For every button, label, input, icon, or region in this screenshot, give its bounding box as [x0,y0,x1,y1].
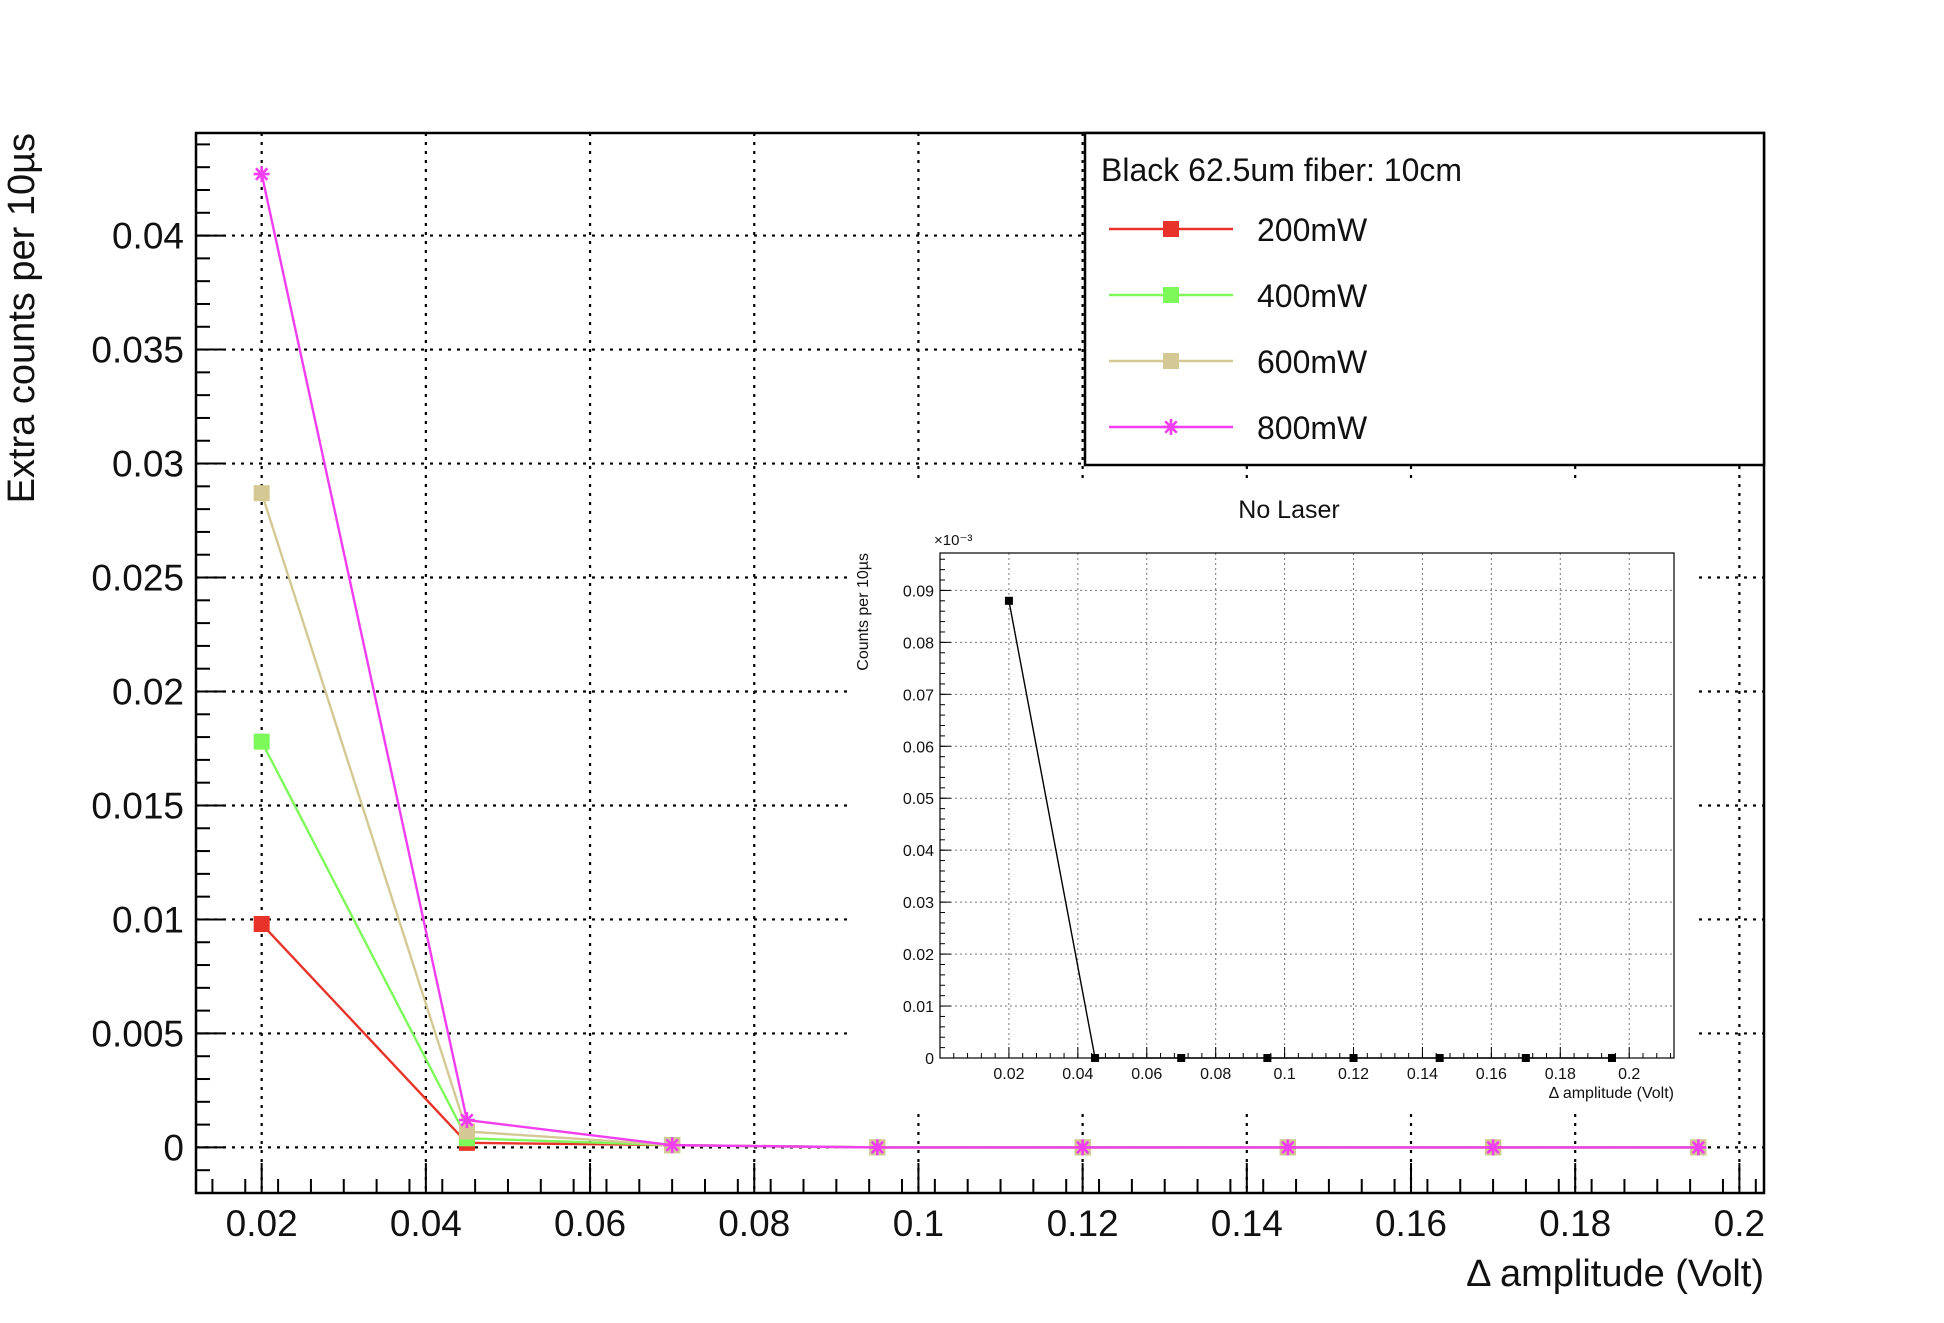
inset-x-tick-label: 0.12 [1338,1066,1369,1083]
marker-stroke [870,1140,885,1155]
legend-marker-200mW [1163,221,1179,237]
inset-x-tick-label: 0.14 [1407,1066,1438,1083]
inset-y-tick-label: 0.04 [903,843,934,860]
data-point-800mW [869,1139,886,1156]
inset-y-multiplier: ×10⁻³ [934,532,972,549]
y-axis-title: Extra counts per 10µs [1,133,43,503]
inset-y-tick-label: 0.08 [903,635,934,652]
data-point-800mW [253,166,270,183]
y-tick-label: 0.02 [112,671,184,712]
data-point-600mW [253,485,270,502]
inset-y-tick-label: 0.09 [903,583,934,600]
x-tick-label: 0.08 [718,1203,790,1244]
data-point-800mW [1074,1139,1091,1156]
data-point-800mW [458,1112,475,1129]
data-point-200mW [253,916,270,933]
inset-y-tick-label: 0.07 [903,687,934,704]
inset-series-line [1008,600,1612,1059]
inset-x-axis-title: Δ amplitude (Volt) [1549,1085,1674,1102]
y-tick-label: 0.04 [112,216,184,257]
inset-data-point [1177,1054,1186,1062]
marker-stroke [1486,1140,1500,1155]
inset-panel [848,505,1694,1114]
series-line-800mW [260,173,1699,1149]
y-tick-label: 0.025 [91,558,184,599]
x-axis-title: Δ amplitude (Volt) [1466,1253,1764,1295]
inset-data-point [1521,1054,1530,1062]
inset-x-tick-label: 0.06 [1131,1066,1162,1083]
data-point-600mW [458,1123,475,1140]
legend-box [1083,131,1766,467]
inset-x-tick-label: 0.04 [1062,1066,1093,1083]
inset-data-point [1349,1054,1358,1062]
inset-data-point [1091,1054,1100,1062]
inset-y-tick-label: 0.05 [903,791,934,808]
y-tick-label: 0.01 [112,899,184,940]
x-tick-label: 0.12 [1047,1203,1119,1244]
legend-marker-400mW [1163,287,1179,303]
data-point-800mW [1690,1139,1707,1156]
inset-y-tick-label: 0.03 [903,895,934,912]
legend-entry-label: 600mW [1257,344,1368,380]
inset-data-point [1607,1054,1616,1062]
data-point-800mW [664,1137,681,1154]
marker-stroke [665,1138,679,1152]
x-tick-label: 0.2 [1714,1203,1765,1244]
data-point-400mW [253,733,270,750]
marker-stroke [1164,420,1178,434]
inset-data-point [1435,1054,1444,1062]
x-tick-label: 0.14 [1211,1203,1283,1244]
y-tick-label: 0.035 [91,330,184,371]
inset-x-tick-label: 0.02 [993,1066,1024,1083]
legend-entry-label: 800mW [1257,410,1368,446]
y-tick-label: 0.015 [91,785,184,826]
y-tick-label: 0 [163,1127,184,1168]
legend-entry-label: 400mW [1257,278,1368,314]
y-tick-label: 0.005 [91,1013,184,1054]
inset-y-tick-label: 0.02 [903,947,934,964]
legend-marker-800mW [1163,419,1179,435]
inset-x-tick-label: 0.16 [1476,1066,1507,1083]
inset-y-tick-label: 0.01 [903,999,934,1016]
y-tick-label: 0.03 [112,444,184,485]
x-tick-label: 0.16 [1375,1203,1447,1244]
marker-stroke [254,167,269,181]
marker-stroke [1691,1140,1706,1155]
data-point-800mW [1485,1139,1502,1156]
inset-y-tick-label: 0.06 [903,739,934,756]
x-tick-label: 0.06 [554,1203,626,1244]
marker-stroke [460,1113,474,1127]
inset-x-tick-label: 0.08 [1200,1066,1231,1083]
inset-data-point [1004,596,1013,605]
inset-x-tick-label: 0.2 [1618,1066,1640,1083]
legend-marker-600mW [1163,353,1179,369]
x-tick-label: 0.02 [226,1203,298,1244]
marker-stroke [1281,1140,1295,1155]
x-tick-label: 0.1 [893,1203,944,1244]
inset-title: No Laser [1238,496,1339,524]
inset-x-tick-label: 0.18 [1545,1066,1576,1083]
x-tick-label: 0.04 [390,1203,462,1244]
inset-data-point [1263,1054,1272,1062]
inset-y-axis-title: Counts per 10µs [855,553,872,671]
plot-frame [194,131,1766,1195]
legend-title: Black 62.5um fiber: 10cm [1101,152,1462,188]
data-point-800mW [1279,1139,1296,1156]
inset-y-tick-label: 0 [925,1051,934,1068]
marker-stroke [1075,1140,1090,1155]
legend-entry-label: 200mW [1257,212,1368,248]
x-tick-label: 0.18 [1539,1203,1611,1244]
inset-x-tick-label: 0.1 [1273,1066,1295,1083]
